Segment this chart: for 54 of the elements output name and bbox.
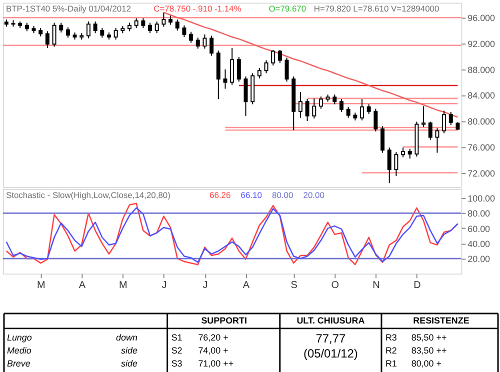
text: R3 [385, 332, 397, 342]
chart-title: BTP-1ST40 5%-Daily 01/04/2012 [6, 4, 132, 14]
x-tick-label: O [331, 280, 340, 292]
ref-line-label: 20.00 [303, 190, 325, 200]
y-tick-label: 72.000 [468, 168, 496, 178]
x-tick-label: S [290, 280, 298, 292]
text: R2 [385, 345, 397, 356]
text: 71,00 ++ [198, 358, 234, 368]
text: SUPPORTI [201, 315, 247, 326]
text: ULT. CHIUSURA [296, 315, 366, 326]
text: S2 [171, 345, 182, 356]
text: 76,20 + [198, 332, 228, 342]
x-tick-label: M [36, 280, 46, 292]
text: RESISTENZE [413, 315, 470, 326]
text: side [121, 358, 138, 368]
text: S1 [171, 332, 182, 342]
text: 80,00 + [411, 358, 442, 368]
text: Lungo [6, 332, 32, 342]
y-tick-label: 60.00 [468, 224, 490, 234]
x-tick-label: N [372, 280, 380, 292]
series-label: 66.10 [240, 190, 262, 200]
text: Medio [6, 345, 32, 356]
y-tick-label: 92.000 [468, 38, 496, 49]
y-tick-label: 96.000 [468, 13, 496, 24]
y-tick-label: 80.00 [468, 208, 490, 219]
text: Breve [6, 358, 30, 368]
text: 85,50 ++ [411, 332, 447, 342]
text: 74,00 + [198, 345, 228, 356]
annotation: C=78.750 -.910 -1.14% [154, 4, 242, 14]
text: side [121, 345, 138, 356]
x-tick-label: A [78, 280, 86, 292]
y-tick-label: 84.000 [468, 90, 496, 101]
y-tick-label: 40.00 [468, 238, 490, 249]
annotation: H=79.820 L=78.610 V=12894000 [314, 4, 440, 14]
text: 77,77 [316, 331, 346, 346]
text: 83,50 ++ [411, 345, 447, 356]
text: 66.26 [210, 190, 231, 200]
y-tick-label: 20.00 [468, 254, 490, 264]
x-tick-label: D [414, 280, 421, 292]
y-tick-label: 88.000 [468, 64, 496, 75]
annotation: O=79.670 [268, 4, 306, 14]
chart-title: Stochastic - Slow(High,Low,Close,14,20,80) [6, 190, 171, 200]
y-tick-label: 80.000 [468, 116, 496, 127]
x-tick-label: M [119, 280, 128, 292]
text: R1 [385, 358, 397, 368]
x-tick-label: J [162, 280, 167, 292]
x-tick-label: J [202, 280, 208, 292]
text: S3 [171, 358, 182, 368]
text: down [116, 332, 138, 342]
ref-line-label: 80.00 [272, 190, 294, 200]
x-tick-label: A [242, 280, 250, 292]
y-tick-label: 100.00 [468, 194, 496, 204]
y-tick-label: 76.000 [468, 142, 496, 152]
text: (05/01/12) [303, 346, 358, 360]
